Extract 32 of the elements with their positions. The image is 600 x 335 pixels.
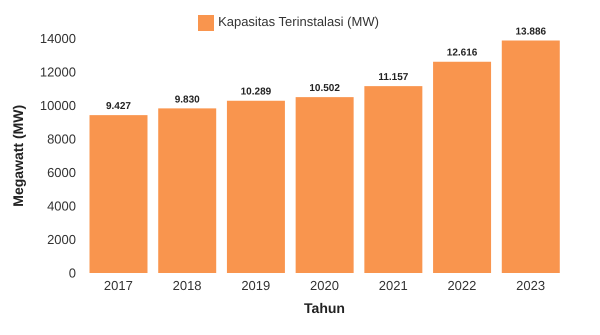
x-tick-label: 2023: [516, 278, 546, 294]
y-tick-label: 10000: [40, 98, 76, 114]
x-tick-label: 2018: [172, 278, 202, 294]
x-tick-label: 2021: [378, 278, 408, 294]
data-label: 9.427: [106, 101, 132, 112]
x-tick-label: 2020: [310, 278, 339, 294]
y-tick-label: 8000: [47, 132, 76, 147]
y-axis-title: Megawatt (MW): [10, 104, 26, 207]
data-label: 11.157: [378, 72, 409, 84]
bar: [364, 86, 422, 273]
data-label: 10.289: [240, 86, 272, 98]
x-tick-label: 2022: [447, 278, 476, 294]
y-tick-label: 4000: [47, 198, 76, 214]
y-tick-label: 0: [68, 266, 76, 281]
bar: [502, 40, 560, 273]
y-tick-label: 6000: [47, 165, 76, 180]
data-label: 13.886: [515, 26, 547, 38]
x-tick-label: 2017: [104, 278, 133, 294]
x-axis-title: Tahun: [304, 300, 345, 316]
legend-label: Kapasitas Terinstalasi (MW): [218, 14, 379, 29]
bar: [433, 62, 492, 273]
data-label: 10.502: [309, 83, 340, 94]
bar: [226, 100, 285, 273]
bar: [296, 97, 354, 273]
bar: [158, 108, 216, 273]
bar: [89, 115, 148, 273]
x-tick-label: 2019: [241, 278, 270, 294]
y-tick-label: 12000: [40, 64, 76, 80]
y-tick-label: 14000: [40, 31, 76, 46]
data-label: 12.616: [446, 48, 478, 59]
data-label: 9.830: [174, 94, 200, 106]
y-tick-label: 2000: [47, 232, 76, 248]
